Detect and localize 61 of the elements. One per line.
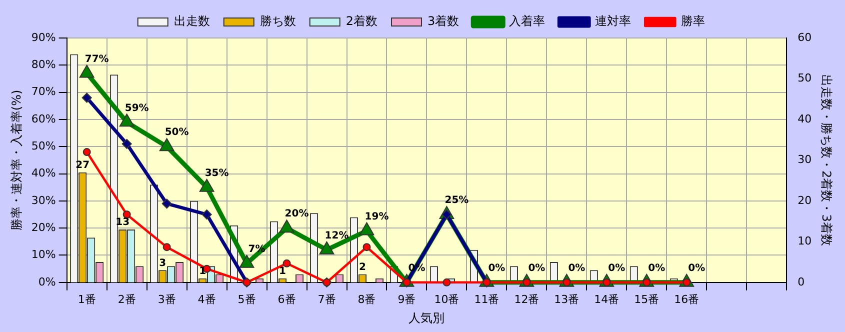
legend-label: 連対率 xyxy=(595,14,632,28)
y-tick-label: 40% xyxy=(31,166,56,180)
x-axis-title: 人気別 xyxy=(408,310,445,325)
data-label: 59% xyxy=(124,102,149,114)
x-tick-label: 9番 xyxy=(398,292,416,306)
y-tick-label: 50% xyxy=(31,139,56,152)
y2-tick-label: 20 xyxy=(798,194,812,207)
y2-tick-label: 30 xyxy=(798,153,812,166)
legend-label: 2着数 xyxy=(346,14,378,28)
x-tick-label: 14番 xyxy=(594,292,620,306)
legend-label: 勝ち数 xyxy=(260,14,296,28)
data-label: 1 xyxy=(279,266,286,277)
x-tick-label: 15番 xyxy=(634,292,660,306)
x-tick-label: 8番 xyxy=(358,292,376,306)
y2-tick-label: 60 xyxy=(798,30,812,44)
x-tick-label: 4番 xyxy=(198,292,216,306)
data-label: 50% xyxy=(164,127,189,138)
data-label: 0% xyxy=(528,262,546,274)
y-tick-label: 90% xyxy=(31,30,56,44)
x-tick-label: 11番 xyxy=(474,292,500,306)
legend-label: 3着数 xyxy=(428,14,460,28)
data-label: 0% xyxy=(688,262,706,274)
data-label: 12% xyxy=(324,230,349,242)
x-tick-label: 10番 xyxy=(434,292,460,306)
y-axis-title: 勝率・連対率・入着率(%) xyxy=(9,90,24,231)
y-tick-label: 60% xyxy=(31,112,56,126)
data-label: 19% xyxy=(364,211,389,222)
y2-tick-label: 40 xyxy=(798,112,812,126)
data-label: 0% xyxy=(568,262,586,274)
legend-label: 勝率 xyxy=(681,14,706,28)
data-label: 2 xyxy=(359,262,366,273)
data-label: 35% xyxy=(204,168,229,179)
y-tick-label: 10% xyxy=(31,248,56,262)
x-tick-label: 3番 xyxy=(158,292,176,306)
data-label: 0% xyxy=(608,262,626,274)
legend-label: 出走数 xyxy=(174,14,210,28)
data-label: 3 xyxy=(159,258,166,269)
y-tick-label: 70% xyxy=(31,85,56,98)
data-label: 1 xyxy=(199,266,206,277)
y-tick-label: 0% xyxy=(38,275,56,288)
data-label: 77% xyxy=(84,54,109,65)
y2-tick-label: 50 xyxy=(798,72,812,85)
y-tick-label: 20% xyxy=(31,220,56,234)
x-tick-label: 2番 xyxy=(118,292,136,306)
y-tick-label: 80% xyxy=(31,58,56,72)
x-tick-label: 1番 xyxy=(78,292,96,306)
x-tick-label: 12番 xyxy=(514,292,540,306)
legend-label: 入着率 xyxy=(509,14,546,28)
data-label: 25% xyxy=(444,195,469,206)
y2-axis-title: 出走数・勝ち数・2着数・3着数 xyxy=(820,74,834,246)
y2-tick-label: 10 xyxy=(798,234,812,248)
x-tick-label: 6番 xyxy=(278,292,296,306)
data-label: 0% xyxy=(648,262,666,274)
x-tick-label: 7番 xyxy=(318,292,336,306)
data-label: 0% xyxy=(488,262,506,274)
y2-tick-label: 0 xyxy=(798,275,805,288)
data-label: 20% xyxy=(284,208,309,220)
x-tick-label: 13番 xyxy=(554,292,580,306)
x-tick-label: 16番 xyxy=(674,292,700,306)
x-tick-label: 5番 xyxy=(238,292,256,306)
y-tick-label: 30% xyxy=(31,194,56,207)
